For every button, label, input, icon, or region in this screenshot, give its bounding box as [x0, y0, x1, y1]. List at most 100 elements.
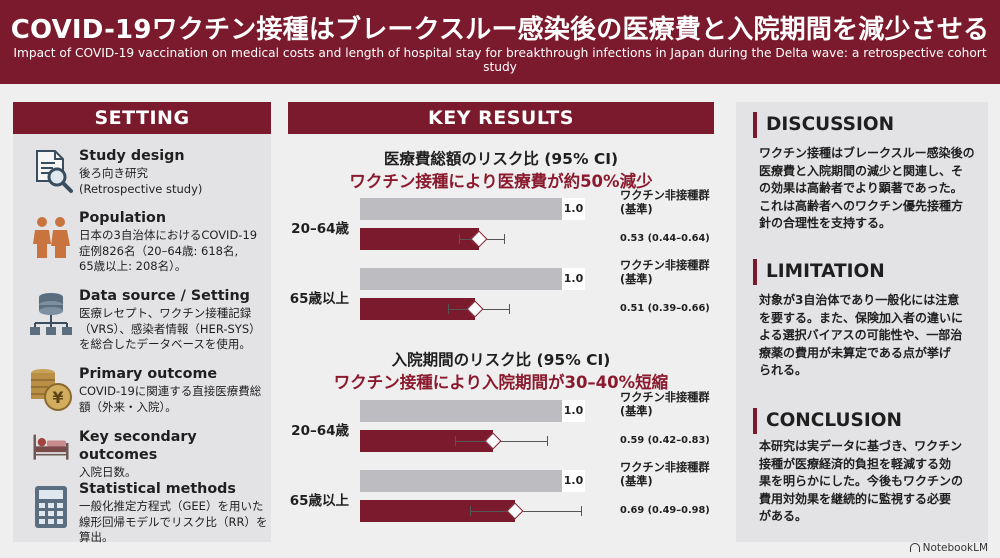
- conclusion-text: 本研究は実データに基づき、ワクチン 接種が医療経済的負担を軽減する効 果を明らか…: [759, 438, 977, 526]
- accent-bar: [753, 112, 757, 138]
- setting-heading: Key secondary outcomes: [79, 429, 197, 463]
- page-title: COVID-19ワクチン接種はブレークスルー感染後の医療費と入院期間を減少させる: [10, 15, 990, 45]
- setting-item-study-design: Study design 後ろ向き研究 (Retrospective study…: [13, 147, 283, 197]
- ci-cap-upper: [580, 506, 582, 516]
- vaccinated-bar: [360, 500, 516, 522]
- setting-text-line: 後ろ向き研究: [79, 166, 148, 180]
- setting-heading: Study design: [79, 148, 185, 164]
- reference-value-label: 1.0: [561, 198, 585, 220]
- vaccinated-bar: [360, 430, 493, 452]
- limitation-text: 対象が3自治体であり一般化には注意 を要する。また、保険加入者の違いに よる選択…: [759, 292, 977, 380]
- people-icon: [33, 217, 70, 258]
- ci-cap-lower: [470, 506, 472, 516]
- brand-label: NotebookLM: [922, 542, 988, 554]
- svg-text:¥: ¥: [52, 388, 63, 407]
- reference-bar: 1.0: [360, 400, 585, 422]
- conclusion-line: 本研究は実データに基づき、ワクチン: [759, 439, 963, 453]
- conclusion-heading: CONCLUSION: [766, 410, 902, 431]
- vaccinated-bar: [360, 298, 475, 320]
- discussion-line: の効果は高齢者でより顕著であった。: [759, 181, 963, 195]
- estimate-label: 0.69 (0.49–0.98): [620, 505, 710, 516]
- setting-text-line: 医療レセプト、ワクチン接種記録: [79, 306, 252, 320]
- key-results-title: KEY RESULTS: [288, 102, 714, 134]
- setting-heading: Primary outcome: [79, 366, 218, 382]
- ci-cap-lower: [447, 304, 449, 314]
- vaccinated-bar: [360, 228, 480, 250]
- coins-yen-icon: ¥: [31, 369, 72, 411]
- ci-cap-lower: [459, 234, 460, 244]
- discussion-text: ワクチン接種はブレークスルー感染後の 医療費と入院期間の減少と関連し、そ の効果…: [759, 145, 977, 233]
- reference-value-label: 1.0: [561, 268, 585, 290]
- limitation-line: られる。: [759, 363, 808, 377]
- setting-item-population: Population 日本の3自治体におけるCOVID-19 症例826名（20…: [13, 209, 283, 273]
- reference-group-label-line: ワクチン非接種群: [620, 461, 710, 474]
- header-banner: COVID-19ワクチン接種はブレークスルー感染後の医療費と入院期間を減少させる…: [0, 0, 1000, 84]
- ci-whisker: [470, 511, 581, 512]
- category-label: 20–64歳: [291, 221, 349, 237]
- ci-cap-upper: [546, 436, 548, 446]
- setting-text-line: を総合したデータベースを使用。: [79, 337, 251, 351]
- estimate-label: 0.53 (0.44–0.64): [620, 233, 710, 244]
- estimate-label: 0.51 (0.39–0.66): [620, 303, 710, 314]
- ci-cap-lower: [454, 436, 456, 446]
- setting-heading: Data source / Setting: [79, 288, 250, 304]
- setting-text-line: 算出。: [79, 530, 114, 544]
- accent-bar: [753, 408, 757, 434]
- reference-value-label: 1.0: [561, 470, 585, 492]
- reference-group-label-line: (基準): [620, 405, 653, 418]
- conclusion-line: がある。: [759, 509, 808, 523]
- database-icon: [30, 293, 72, 335]
- setting-item-primary-outcome: ¥ Primary outcome COVID-19に関連する直接医療費総 額（…: [13, 365, 283, 415]
- reference-group-label: ワクチン非接種群 (基準): [620, 461, 710, 489]
- discussion-line: ワクチン接種はブレークスルー感染後の: [759, 146, 975, 160]
- reference-bar: 1.0: [360, 198, 585, 220]
- hospital-bed-icon: [33, 434, 69, 460]
- ci-cap-upper: [508, 304, 510, 314]
- reference-group-label-line: (基準): [620, 203, 653, 216]
- reference-group-label: ワクチン非接種群 (基準): [620, 189, 710, 217]
- category-label: 20–64歳: [291, 423, 349, 439]
- setting-text-line: COVID-19に関連する直接医療費総: [79, 384, 262, 398]
- conclusion-line: 費用対効果を継続的に監視する必要: [759, 491, 952, 506]
- setting-text-line: 症例826名（20–64歳: 618名,: [79, 243, 239, 258]
- reference-group-label: ワクチン非接種群 (基準): [620, 259, 710, 287]
- setting-heading: Statistical methods: [79, 481, 236, 497]
- calculator-icon: [35, 486, 67, 528]
- setting-text-line: 65歳以上: 208名）。: [79, 259, 187, 273]
- page-subtitle: Impact of COVID-19 vaccination on medica…: [13, 46, 987, 74]
- chart1-title: 医療費総額のリスク比 (95% CI): [383, 150, 619, 168]
- chart2-subtitle: ワクチン接種により入院期間が30–40%短縮: [333, 373, 669, 392]
- setting-text-line: 額（外来・入院）。: [79, 399, 177, 414]
- limitation-line: よる選択バイアスの可能性や、一部治: [759, 328, 963, 342]
- setting-text-line: （VRS）、感染者情報（HER-SYS）: [79, 321, 261, 336]
- setting-text-line: 線形回帰モデルでリスク比（RR）を: [79, 514, 268, 529]
- reference-group-label-line: (基準): [620, 273, 653, 286]
- chart1-subtitle: ワクチン接種により医療費が約50%減少: [349, 172, 653, 191]
- discussion-line: 針の合理性を支持する。: [759, 216, 892, 230]
- discussion-line: 医療費と入院期間の減少と関連し、そ: [759, 163, 964, 178]
- reference-group-label: ワクチン非接種群 (基準): [620, 391, 710, 419]
- limitation-line: 療薬の費用が未算定である点が挙げ: [759, 345, 951, 360]
- reference-group-label-line: ワクチン非接種群: [620, 391, 710, 404]
- discussion-heading: DISCUSSION: [766, 114, 895, 135]
- setting-title: SETTING: [13, 102, 271, 134]
- limitation-heading: LIMITATION: [766, 261, 885, 282]
- setting-item-statistical-methods: Statistical methods 一般化推定方程式（GEE）を用いた 線形…: [13, 480, 283, 544]
- chart2-title: 入院期間のリスク比 (95% CI): [391, 351, 611, 369]
- estimate-label: 0.59 (0.42–0.83): [620, 435, 710, 446]
- limitation-line: 対象が3自治体であり一般化には注意: [759, 293, 960, 307]
- reference-bar: 1.0: [360, 470, 585, 492]
- category-label: 65歳以上: [289, 493, 349, 509]
- limitation-line: を要する。また、保険加入者の違いに: [759, 310, 964, 325]
- category-label: 65歳以上: [289, 291, 349, 307]
- setting-text-line: 一般化推定方程式（GEE）を用いた: [79, 499, 264, 513]
- discussion-panel: [736, 102, 988, 542]
- reference-bar: 1.0: [360, 268, 585, 290]
- setting-text-line: 入院日数。: [79, 465, 137, 479]
- setting-text-line: 日本の3自治体におけるCOVID-19: [79, 228, 258, 242]
- setting-text-line: (Retrospective study): [79, 181, 203, 196]
- ci-cap-upper: [504, 234, 505, 244]
- conclusion-line: 接種が医療経済的負担を軽減する効: [759, 456, 952, 471]
- reference-group-label-line: (基準): [620, 475, 653, 488]
- footer-brand: NotebookLM: [909, 542, 988, 554]
